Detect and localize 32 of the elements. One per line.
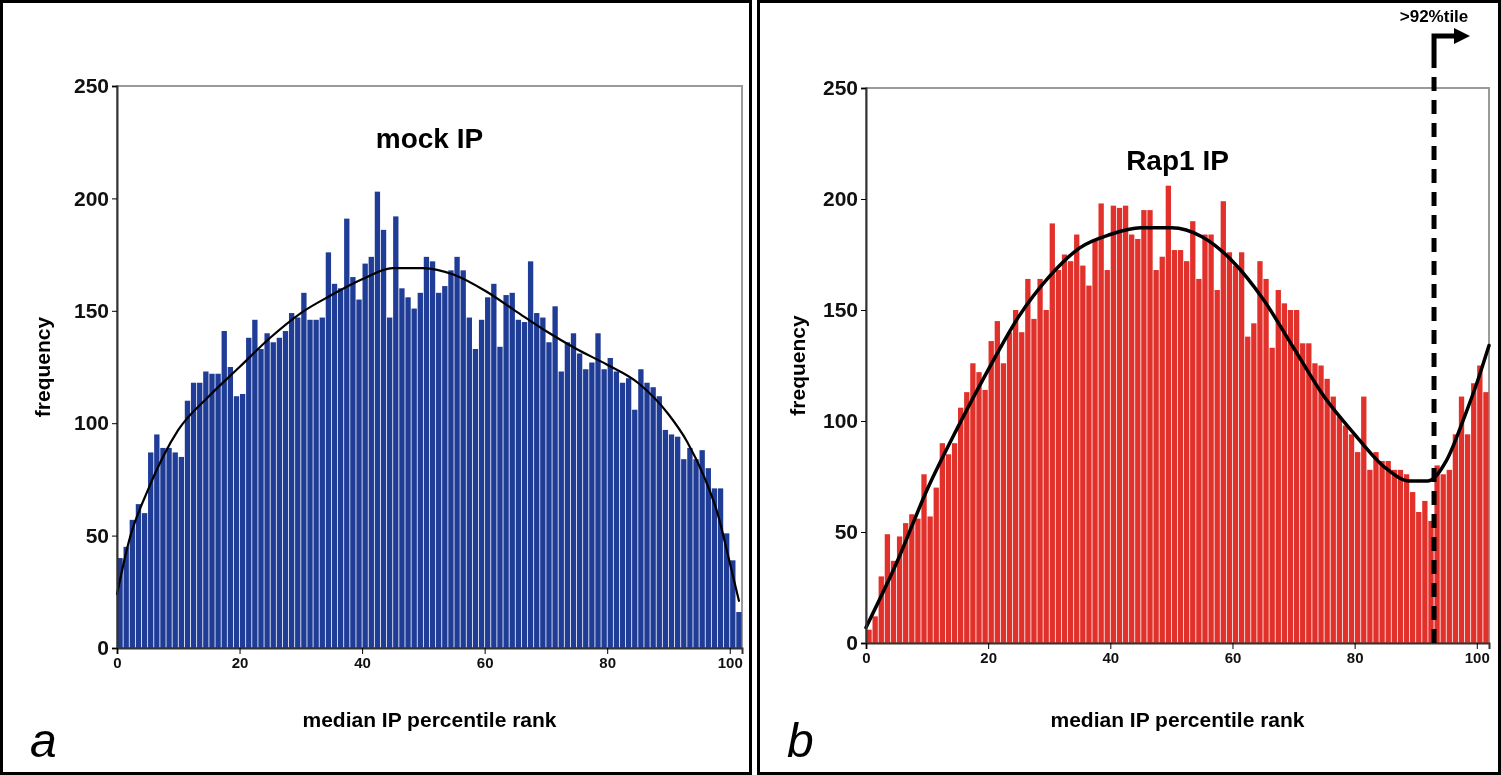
ref-line-label: >92%tile bbox=[1399, 7, 1469, 26]
y-tick-label: 100 bbox=[73, 411, 109, 435]
y-axis-title: frequency bbox=[31, 316, 54, 418]
x-tick-label: 100 bbox=[1464, 648, 1490, 666]
y-tick-label: 150 bbox=[822, 298, 858, 322]
x-tick-label: 60 bbox=[1224, 648, 1242, 666]
y-tick-label: 200 bbox=[73, 186, 109, 210]
x-tick-label: 40 bbox=[1102, 648, 1120, 666]
text: Rap1 IP bbox=[1126, 145, 1229, 176]
x-axis-title: median IP percentile rank bbox=[302, 708, 557, 731]
x-tick-label: 100 bbox=[717, 653, 743, 671]
y-axis-title: frequency bbox=[786, 315, 809, 416]
line-series bbox=[115, 266, 741, 602]
x-tick-label: 80 bbox=[1346, 648, 1364, 666]
x-tick-label: 80 bbox=[599, 653, 617, 671]
y-tick-label: 250 bbox=[73, 74, 109, 98]
x-tick-label: 20 bbox=[231, 653, 249, 671]
text: mock IP bbox=[375, 123, 484, 154]
x-tick-label: 60 bbox=[476, 653, 494, 671]
x-tick-label: 40 bbox=[354, 653, 371, 671]
y-tick-label: 250 bbox=[822, 76, 858, 100]
x-tick-label: 0 bbox=[113, 653, 122, 671]
text: b bbox=[787, 714, 814, 767]
y-tick-label: 100 bbox=[822, 409, 858, 433]
y-tick-label: 50 bbox=[85, 523, 109, 547]
x-axis-title: median IP percentile rank bbox=[1050, 708, 1305, 731]
y-tick-label: 150 bbox=[73, 299, 109, 323]
y-tick-label: 50 bbox=[834, 520, 858, 544]
y-tick-label: 200 bbox=[822, 187, 858, 211]
x-tick-label: 20 bbox=[980, 648, 997, 666]
text: a bbox=[30, 714, 57, 767]
x-tick-label: 0 bbox=[862, 648, 871, 666]
